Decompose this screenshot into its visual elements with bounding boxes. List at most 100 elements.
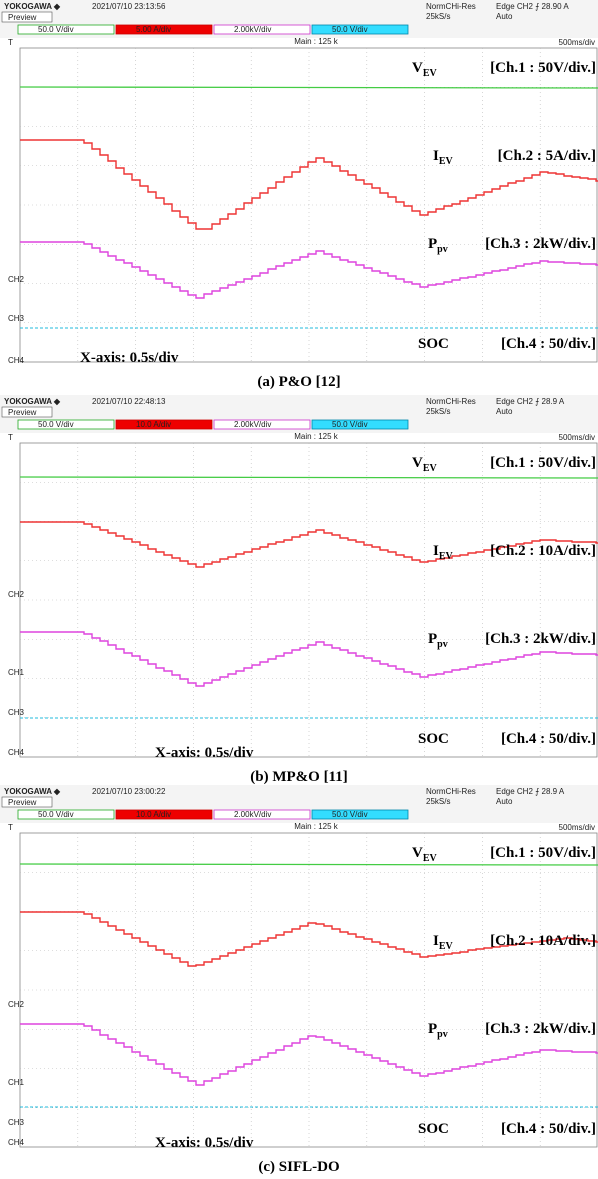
main-record: Main : 125 k — [294, 37, 339, 46]
channel-marker: CH1 — [8, 668, 25, 677]
label-scale: [Ch.3 : 2kW/div.] — [485, 1021, 596, 1037]
label-scale: [Ch.2 : 5A/div.] — [498, 148, 596, 164]
channel-marker: CH2 — [8, 275, 25, 284]
rate: 25kS/s — [426, 797, 450, 806]
trace-label: IEV — [433, 933, 454, 952]
label-scale: [Ch.3 : 2kW/div.] — [485, 631, 596, 647]
rate: 25kS/s — [426, 407, 450, 416]
x-axis-label: X-axis: 0.5s/div — [80, 350, 179, 366]
channel-scale: 50.0 V/div — [38, 25, 74, 34]
datetime: 2021/07/10 23:00:22 — [92, 787, 166, 796]
channel-marker: CH2 — [8, 590, 25, 599]
brand: YOKOGAWA ◆ — [4, 2, 61, 11]
channel-marker: T — [8, 823, 13, 832]
trigger-mode: Auto — [496, 12, 513, 21]
scope-panel: YOKOGAWA ◆ 2021/07/10 23:13:56 Preview Norm… — [0, 0, 598, 390]
channel-marker: CH4 — [8, 356, 25, 365]
acq: NormCHi-Res — [426, 2, 476, 11]
channel-scale: 2.00kV/div — [234, 420, 271, 429]
channel-scale: 50.0 V/div — [332, 810, 368, 819]
label-scale: [Ch.1 : 50V/div.] — [490, 455, 596, 471]
label-main: V — [412, 60, 423, 76]
label-scale: [Ch.4 : 50/div.] — [501, 731, 596, 747]
label-sub: EV — [423, 853, 438, 864]
channel-scale: 50.0 V/div — [332, 25, 368, 34]
channel-marker: T — [8, 38, 13, 47]
trace-label: SOC — [418, 336, 449, 352]
channel-marker: CH3 — [8, 314, 25, 323]
datetime: 2021/07/10 23:13:56 — [92, 2, 166, 11]
trace-label: VEV — [412, 845, 438, 864]
label-scale: [Ch.4 : 50/div.] — [501, 336, 596, 352]
channel-marker: CH2 — [8, 1000, 25, 1009]
caption: (a) P&O [12] — [257, 374, 340, 390]
trigger-mode: Auto — [496, 797, 513, 806]
channel-scale: 2.00kV/div — [234, 25, 271, 34]
brand: YOKOGAWA ◆ — [4, 397, 61, 406]
datetime: 2021/07/10 22:48:13 — [92, 397, 166, 406]
channel-scale: 50.0 V/div — [38, 810, 74, 819]
main-record: Main : 125 k — [294, 432, 339, 441]
label-sub: pv — [437, 244, 448, 255]
channel-scale: 2.00kV/div — [234, 810, 271, 819]
timebase: 500ms/div — [559, 823, 595, 832]
mode: Preview — [8, 798, 37, 807]
channel-scale: 10.0 A/div — [136, 810, 171, 819]
trace-label: Ppv — [428, 236, 448, 255]
scope-panel: YOKOGAWA ◆2021/07/10 22:48:13PreviewNorm… — [0, 395, 598, 785]
label-sub: EV — [439, 156, 454, 167]
x-axis-label: X-axis: 0.5s/div — [155, 1135, 254, 1151]
trace-label: Ppv — [428, 1021, 448, 1040]
label-scale: [Ch.2 : 10A/div.] — [490, 933, 596, 949]
trigger-mode: Auto — [496, 407, 513, 416]
label-main: SOC — [418, 1121, 449, 1137]
trace-voltage — [20, 864, 598, 865]
trace-label: Ppv — [428, 631, 448, 650]
label-sub: EV — [423, 68, 438, 79]
trace-label: VEV — [412, 60, 438, 79]
rate: 25kS/s — [426, 12, 450, 21]
trace-label: IEV — [433, 148, 454, 167]
channel-marker: CH4 — [8, 748, 25, 757]
timebase: 500ms/div — [559, 38, 595, 47]
label-scale: [Ch.1 : 50V/div.] — [490, 60, 596, 76]
label-scale: [Ch.4 : 50/div.] — [501, 1121, 596, 1137]
trigger: Edge CH2 ⨍ 28.90 A — [496, 2, 569, 11]
channel-marker: CH3 — [8, 708, 25, 717]
channel-scale: 10.0 A/div — [136, 420, 171, 429]
label-sub: EV — [439, 551, 454, 562]
channel-marker: T — [8, 433, 13, 442]
caption: (c) SIFL-DO — [258, 1159, 339, 1175]
channel-marker: CH3 — [8, 1118, 25, 1127]
label-main: SOC — [418, 731, 449, 747]
channel-scale: 50.0 V/div — [38, 420, 74, 429]
channel-marker: CH1 — [8, 1078, 25, 1087]
label-scale: [Ch.3 : 2kW/div.] — [485, 236, 596, 252]
label-scale: [Ch.2 : 10A/div.] — [490, 543, 596, 559]
label-main: V — [412, 455, 423, 471]
trigger: Edge CH2 ⨍ 28.9 A — [496, 787, 565, 796]
label-main: P — [428, 631, 437, 647]
trace-label: SOC — [418, 1121, 449, 1137]
trace-label: SOC — [418, 731, 449, 747]
channel-scale: 5.00 A/div — [136, 25, 171, 34]
label-sub: EV — [439, 941, 454, 952]
x-axis-label: X-axis: 0.5s/div — [155, 745, 254, 761]
trace-label: VEV — [412, 455, 438, 474]
label-scale: [Ch.1 : 50V/div.] — [490, 845, 596, 861]
trace-voltage — [20, 87, 598, 88]
label-main: SOC — [418, 336, 449, 352]
acq: NormCHi-Res — [426, 397, 476, 406]
label-main: V — [412, 845, 423, 861]
caption: (b) MP&O [11] — [250, 769, 347, 785]
acq: NormCHi-Res — [426, 787, 476, 796]
mode: Preview — [8, 13, 37, 22]
main-record: Main : 125 k — [294, 822, 339, 831]
channel-marker: CH4 — [8, 1138, 25, 1147]
label-sub: EV — [423, 463, 438, 474]
channel-scale: 50.0 V/div — [332, 420, 368, 429]
timebase: 500ms/div — [559, 433, 595, 442]
label-sub: pv — [437, 639, 448, 650]
label-sub: pv — [437, 1029, 448, 1040]
brand: YOKOGAWA ◆ — [4, 787, 61, 796]
